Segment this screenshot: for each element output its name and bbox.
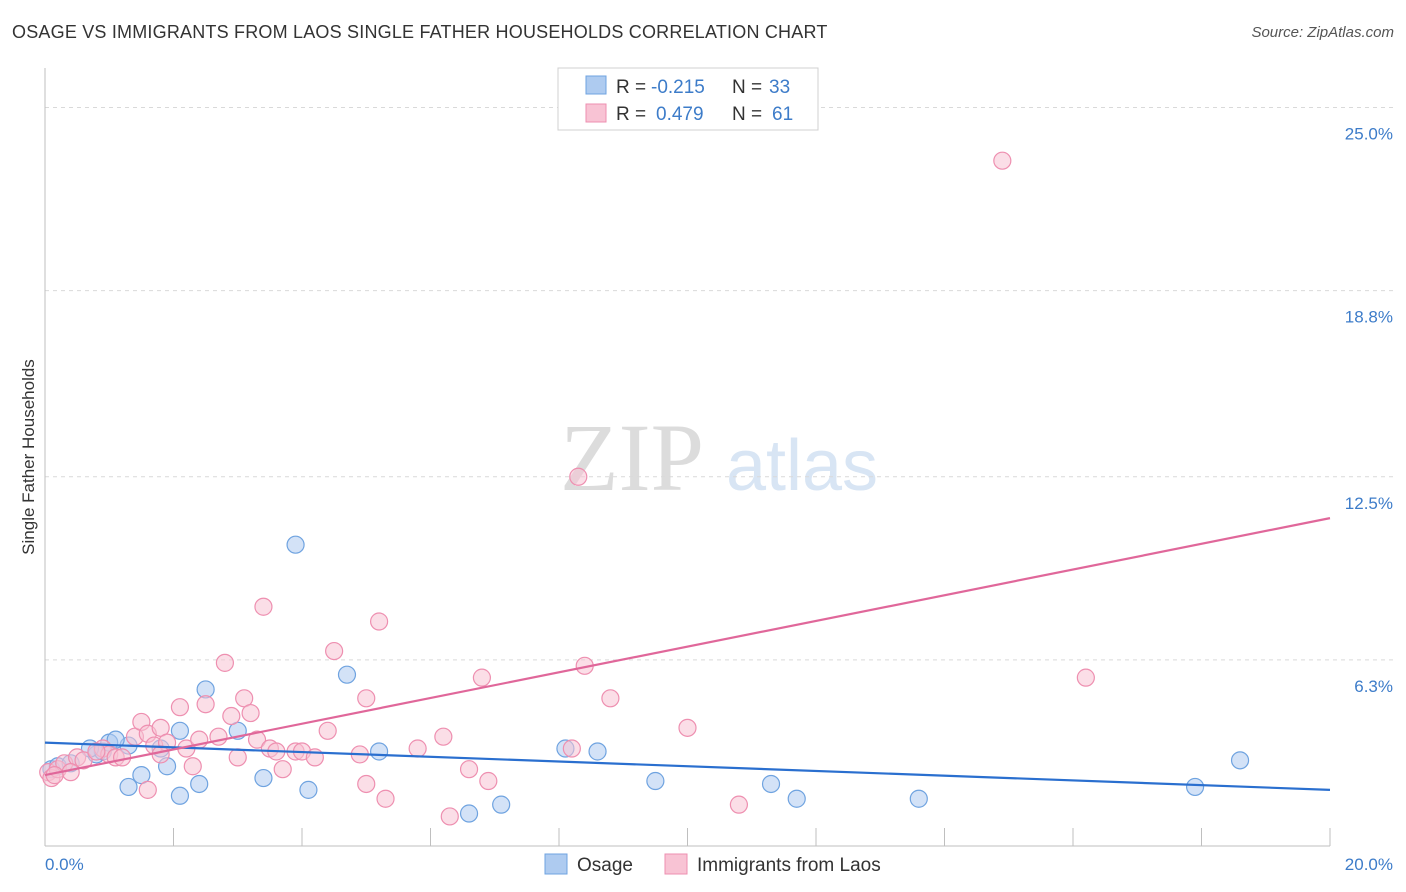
point-laos (247, 730, 267, 749)
legend-laos-r-value: 0.479 (656, 104, 704, 125)
point-osage (588, 742, 607, 761)
point-laos (472, 668, 491, 687)
point-osage (492, 795, 511, 814)
point-osage (299, 780, 318, 799)
chart-title: OSAGE VS IMMIGRANTS FROM LAOS SINGLE FAT… (12, 22, 828, 42)
point-laos (993, 151, 1012, 170)
point-laos (196, 695, 215, 714)
legend-osage-r-label: R = (616, 77, 646, 98)
legend-bottom-swatch-osage (544, 853, 568, 875)
legend-swatch-osage (585, 75, 607, 95)
legend-bottom-osage-label: Osage (577, 855, 633, 876)
watermark-atlas: atlas (726, 426, 878, 506)
point-laos (254, 597, 273, 616)
point-laos (408, 739, 427, 758)
point-osage (170, 786, 190, 805)
legend-bottom-laos-label: Immigrants from Laos (697, 855, 881, 876)
legend-osage-r-value: -0.215 (651, 77, 705, 98)
point-laos (151, 745, 170, 764)
point-laos (222, 706, 241, 726)
watermark-zip: ZIP (560, 404, 704, 511)
x-tick-label-max: 20.0% (1345, 855, 1393, 874)
point-osage (1185, 777, 1205, 797)
point-laos (479, 771, 498, 791)
y-tick-label: 25.0% (1345, 125, 1393, 144)
axes (44, 68, 1331, 847)
point-osage (254, 768, 273, 788)
y-tick-label: 12.5% (1345, 494, 1393, 513)
point-laos (215, 653, 234, 672)
point-laos (325, 641, 344, 661)
legend-laos-n-label: N = (732, 104, 762, 125)
point-osage (286, 535, 305, 554)
point-osage (370, 742, 389, 761)
y-axis-title: Single Father Households (19, 359, 38, 555)
point-laos (370, 612, 389, 631)
y-tick-labels: 6.3% 12.5% 18.8% 25.0% (1345, 125, 1393, 696)
source-label: Source: ZipAtlas.com (1251, 24, 1394, 41)
point-osage (646, 771, 665, 791)
point-laos (601, 689, 620, 708)
point-osage (119, 777, 138, 797)
trend-line-laos (44, 517, 1331, 777)
point-laos (273, 760, 292, 779)
point-osage (337, 665, 357, 684)
point-laos (74, 751, 93, 770)
x-tick-labels: 0.0% 20.0% (45, 855, 1393, 874)
point-laos (729, 795, 749, 814)
scatter-points (39, 151, 1250, 826)
point-osage (1230, 751, 1250, 770)
legend-osage-n-label: N = (732, 77, 762, 98)
point-laos (1076, 668, 1095, 687)
point-laos (678, 718, 697, 737)
point-laos (138, 780, 157, 799)
point-laos (440, 807, 459, 826)
point-osage (761, 774, 781, 794)
point-laos (170, 698, 190, 717)
point-laos (376, 789, 395, 808)
legend-top: R = -0.215 N = 33 R = 0.479 N = 61 (557, 67, 819, 131)
point-laos (459, 760, 479, 779)
point-laos (562, 739, 581, 758)
point-laos (241, 703, 260, 723)
grid-lines (45, 107, 1393, 661)
trend-line-osage (44, 741, 1331, 791)
y-tick-label: 6.3% (1354, 677, 1393, 696)
y-tick-label: 18.8% (1345, 308, 1393, 327)
point-laos (228, 748, 247, 767)
legend-swatch-laos (585, 103, 607, 123)
legend-bottom: Osage Immigrants from Laos (544, 853, 881, 876)
point-osage (909, 789, 928, 808)
point-osage (787, 789, 806, 808)
legend-laos-r-label: R = (616, 104, 646, 125)
point-osage (459, 804, 479, 823)
point-osage (190, 774, 209, 794)
x-tick-label-min: 0.0% (45, 855, 84, 874)
legend-osage-n-value: 33 (769, 77, 790, 98)
point-laos (434, 727, 453, 746)
point-laos (318, 721, 337, 740)
point-osage (170, 721, 190, 740)
legend-laos-n-value: 61 (772, 104, 793, 125)
point-laos (357, 774, 376, 794)
point-laos (357, 689, 376, 708)
point-laos (87, 742, 106, 761)
trend-lines (44, 517, 1331, 791)
point-laos (183, 757, 202, 776)
point-laos (569, 467, 588, 486)
legend-bottom-swatch-laos (664, 853, 688, 875)
